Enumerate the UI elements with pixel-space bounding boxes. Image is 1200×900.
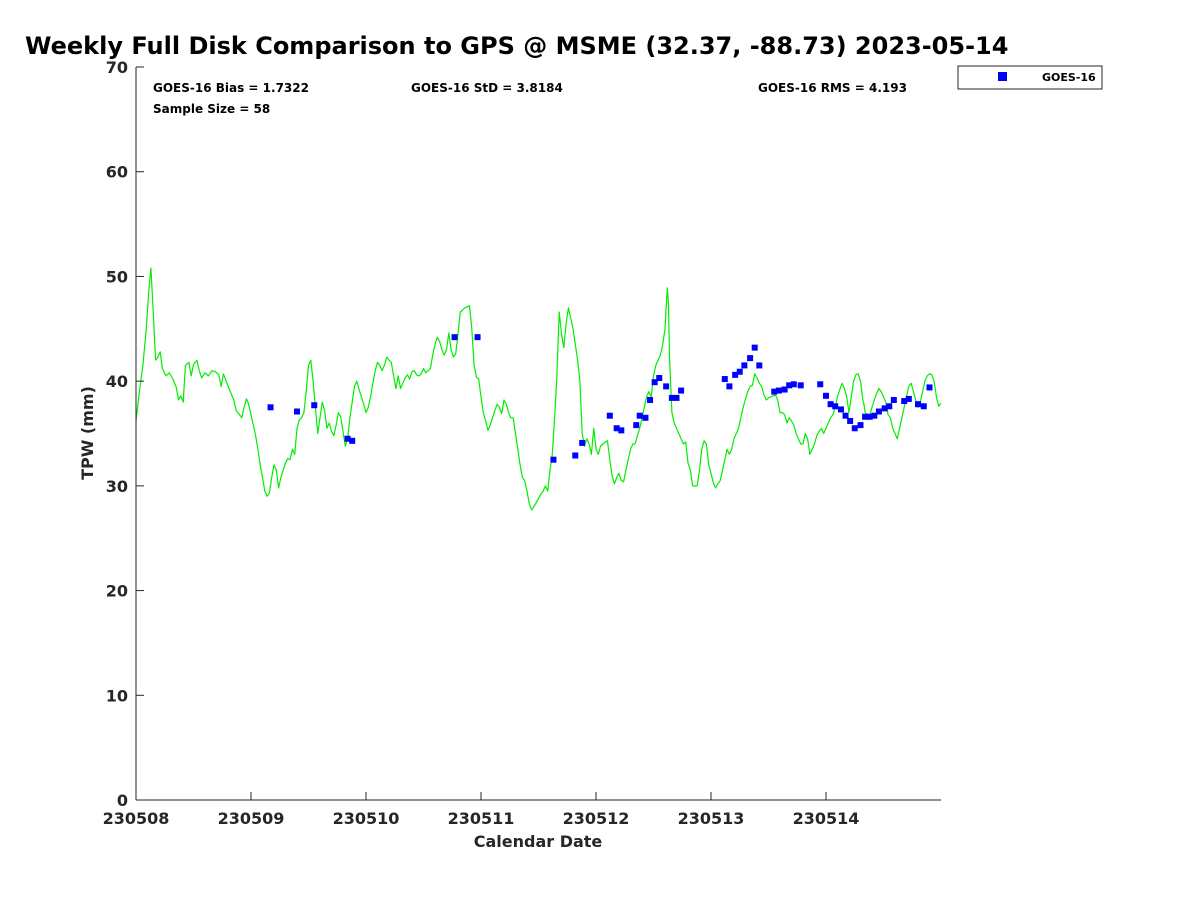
goes-16-point <box>775 387 782 394</box>
goes-16-point <box>886 403 893 410</box>
y-tick-label: 40 <box>106 372 128 391</box>
x-tick-label: 230509 <box>218 809 285 828</box>
y-axis-label: TPW (mm) <box>78 386 97 480</box>
goes-16-point <box>862 413 869 420</box>
y-tick-label: 30 <box>106 477 128 496</box>
goes-16-point <box>827 401 834 408</box>
y-tick-label: 60 <box>106 163 128 182</box>
goes-16-point <box>781 386 788 393</box>
y-tick-label: 0 <box>117 791 128 810</box>
legend-box <box>957 65 1103 90</box>
y-tick-label: 50 <box>106 267 128 286</box>
goes-16-point <box>771 388 778 395</box>
goes-16-point <box>751 344 758 351</box>
y-axis-ticks: 0 10 20 30 40 50 60 70 <box>106 58 144 810</box>
x-tick-label: 230514 <box>793 809 860 828</box>
x-axis-ticks: 230508 230509 230510 230511 230512 230513 2305… <box>103 792 860 828</box>
x-tick-label: 230513 <box>678 809 745 828</box>
y-tick-label: 20 <box>106 582 128 601</box>
goes-16-point <box>474 334 481 341</box>
goes-16-point <box>797 382 804 389</box>
goes-16-series <box>267 334 933 463</box>
goes-16-point <box>613 425 620 432</box>
goes-16-point <box>926 384 933 391</box>
goes-16-point <box>673 394 680 401</box>
x-tick-label: 230510 <box>333 809 400 828</box>
goes-16-point <box>851 425 858 432</box>
goes-16-point <box>349 437 356 444</box>
goes-16-point <box>857 422 864 429</box>
goes-16-point <box>747 355 754 362</box>
legend-marker-goes-16 <box>998 72 1007 81</box>
sample-size-annotation: Sample Size = 58 <box>153 102 270 116</box>
goes-16-point <box>633 422 640 429</box>
goes-16-point <box>726 383 733 390</box>
y-tick-label: 70 <box>106 58 128 77</box>
goes-16-point <box>866 413 873 420</box>
x-tick-label: 230511 <box>448 809 515 828</box>
goes-16-point <box>344 435 351 442</box>
x-axis-label: Calendar Date <box>474 832 603 851</box>
goes-16-point <box>721 376 728 383</box>
goes-16-point <box>756 362 763 369</box>
plot-background <box>136 67 941 800</box>
x-tick-label: 230512 <box>563 809 630 828</box>
goes-16-point <box>663 383 670 390</box>
goes-16-point <box>741 362 748 369</box>
goes-16-point <box>668 394 675 401</box>
goes-16-point <box>871 412 878 419</box>
goes-16-point <box>736 368 743 375</box>
goes-16-point <box>550 456 557 463</box>
stats-annotations: GOES-16 Bias = 1.7322 GOES-16 StD = 3.81… <box>153 81 907 116</box>
bias-annotation: GOES-16 Bias = 1.7322 <box>153 81 309 95</box>
goes-16-point <box>572 452 579 459</box>
legend: GOES-16 <box>957 65 1103 90</box>
goes-16-point <box>267 404 274 411</box>
goes-16-point <box>294 408 300 415</box>
goes-16-point <box>905 395 912 402</box>
goes-16-point <box>817 381 824 388</box>
goes-16-point <box>656 375 663 382</box>
goes-16-point <box>823 392 829 399</box>
goes-16-point <box>901 398 908 405</box>
goes-16-point <box>642 414 649 421</box>
goes-16-point <box>311 402 318 409</box>
goes-16-point <box>606 412 613 419</box>
goes-16-point <box>890 396 897 403</box>
x-tick-label: 230508 <box>103 809 170 828</box>
y-tick-label: 10 <box>106 686 128 705</box>
std-annotation: GOES-16 StD = 3.8184 <box>411 81 563 95</box>
goes-16-point <box>786 382 793 389</box>
legend-label-goes-16: GOES-16 <box>1042 71 1096 84</box>
goes-16-point <box>732 371 739 378</box>
goes-16-point <box>678 387 685 394</box>
goes-16-point <box>920 403 927 410</box>
goes-16-point <box>790 381 797 388</box>
goes-16-point <box>842 412 849 419</box>
chart-title: Weekly Full Disk Comparison to GPS @ MSM… <box>25 32 1008 60</box>
goes-16-point <box>837 406 844 413</box>
goes-16-point <box>618 427 625 434</box>
rms-annotation: GOES-16 RMS = 4.193 <box>758 81 907 95</box>
goes-16-point <box>636 412 643 419</box>
goes-16-point <box>451 334 458 341</box>
goes-16-point <box>875 408 882 415</box>
goes-16-point <box>647 396 654 403</box>
goes-16-point <box>651 379 658 386</box>
goes-16-point <box>915 401 921 408</box>
goes-16-point <box>832 403 839 410</box>
goes-16-point <box>847 417 854 424</box>
goes-16-point <box>881 405 888 412</box>
goes-16-point <box>579 439 586 446</box>
plot-area <box>135 67 942 801</box>
